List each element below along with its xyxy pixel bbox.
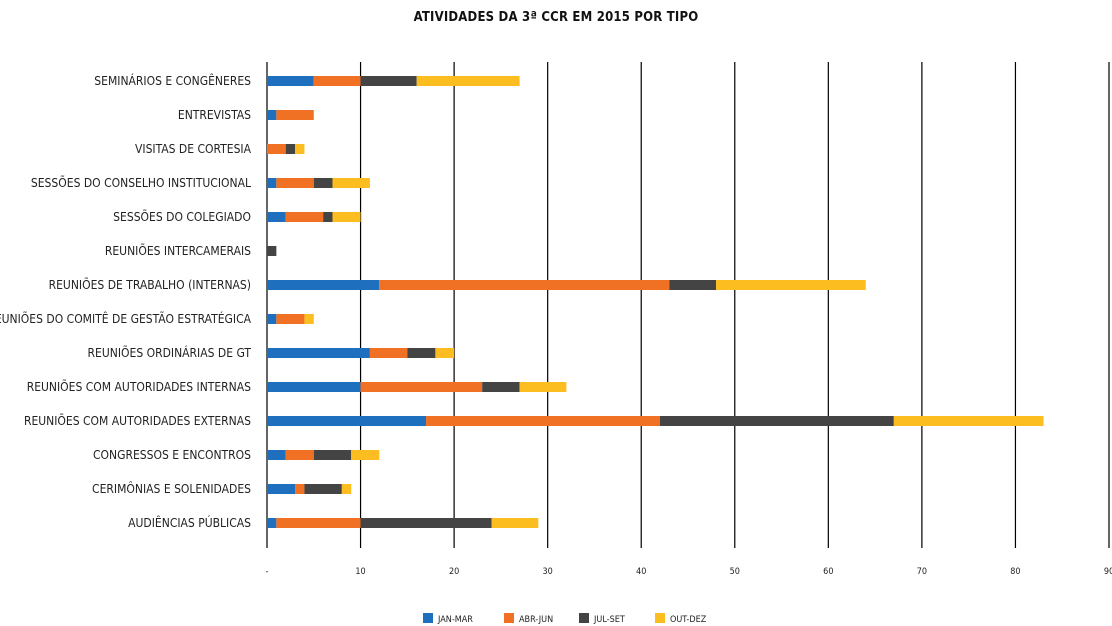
bar-segment [716, 280, 866, 290]
category-label: SESSÕES DO CONSELHO INSTITUCIONAL [31, 175, 251, 190]
bar-segment [669, 280, 717, 290]
legend-swatch [504, 613, 514, 623]
legend-swatch [423, 613, 433, 623]
bar-segment [285, 450, 314, 460]
bar-segment [267, 314, 277, 324]
category-label: REUNIÕES ORDINÁRIAS DE GT [88, 345, 252, 360]
bar-segment [267, 110, 277, 120]
x-tick-label: 10 [355, 567, 365, 577]
legend-swatch [579, 613, 589, 623]
bar-segment [482, 382, 520, 392]
category-label: REUNIÕES COM AUTORIDADES INTERNAS [27, 379, 251, 394]
bar-segment [285, 212, 324, 222]
bar-segment [323, 212, 333, 222]
bars [267, 76, 1044, 528]
x-tick-label: 40 [636, 567, 646, 577]
x-tick-label: 80 [1010, 567, 1020, 577]
bar-segment [893, 416, 1044, 426]
category-label: REUNIÕES DE TRABALHO (INTERNAS) [49, 277, 251, 292]
bar-segment [276, 178, 314, 188]
category-label: VISITAS DE CORTESIA [135, 142, 252, 156]
x-tick-labels: - 10 20 30 40 50 60 70 80 90 [266, 567, 1112, 577]
bar-segment [351, 450, 380, 460]
category-labels: SEMINÁRIOS E CONGÊNERES ENTREVISTAS VISITA… [0, 73, 252, 530]
legend-label: ABR-JUN [519, 615, 553, 625]
x-tick-label: 70 [917, 567, 927, 577]
bar-segment [267, 76, 314, 86]
bar-segment [491, 518, 539, 528]
bar-segment [407, 348, 436, 358]
bar-segment [332, 212, 361, 222]
category-label: AUDIÊNCIAS PÚBLICAS [128, 515, 251, 530]
legend-label: OUT-DEZ [670, 615, 707, 625]
category-label: ENTREVISTAS [178, 108, 251, 122]
bar-segment [267, 280, 380, 290]
bar-segment [285, 144, 296, 154]
x-tick-label: 30 [543, 567, 553, 577]
bar-segment [267, 348, 370, 358]
bar-segment [267, 212, 286, 222]
bar-segment [276, 110, 314, 120]
chart-title: ATIVIDADES DA 3ª CCR EM 2015 POR TIPO [413, 10, 699, 25]
category-label: SESSÕES DO COLEGIADO [113, 209, 251, 224]
x-tick-label: 20 [449, 567, 459, 577]
category-label: SEMINÁRIOS E CONGÊNERES [94, 73, 251, 88]
legend-label: JUL-SET [593, 615, 625, 625]
bar-segment [313, 76, 361, 86]
x-tick-label: - [266, 567, 269, 577]
bar-segment [360, 518, 492, 528]
legend-swatch [655, 613, 665, 623]
bar-segment [267, 144, 286, 154]
grid-lines [266, 62, 1110, 548]
category-label: REUNIÕES DO COMITÊ DE GESTÃO ESTRATÉGICA [0, 311, 252, 326]
bar-segment [659, 416, 894, 426]
bar-segment [276, 314, 305, 324]
x-tick-label: 50 [730, 567, 740, 577]
bar-segment [360, 382, 483, 392]
x-tick-label: 90 [1104, 567, 1112, 577]
bar-segment [267, 484, 296, 494]
bar-segment [304, 314, 314, 324]
bar-segment [426, 416, 660, 426]
bar-segment [267, 246, 277, 256]
bar-segment [360, 76, 417, 86]
bar-segment [313, 450, 352, 460]
bar-segment [304, 484, 342, 494]
category-label: REUNIÕES COM AUTORIDADES EXTERNAS [24, 413, 251, 428]
bar-segment [267, 178, 277, 188]
bar-segment [295, 484, 305, 494]
bar-segment [519, 382, 567, 392]
bar-segment [435, 348, 455, 358]
category-label: REUNIÕES INTERCAMERAIS [105, 243, 251, 258]
bar-segment [341, 484, 352, 494]
bar-segment [379, 280, 670, 290]
bar-segment [332, 178, 370, 188]
bar-segment [267, 518, 277, 528]
legend: JAN-MAR ABR-JUN JUL-SET OUT-DEZ [423, 613, 707, 625]
bar-segment [267, 416, 427, 426]
category-label: CONGRESSOS E ENCONTROS [93, 448, 251, 462]
x-tick-label: 60 [823, 567, 833, 577]
bar-segment [416, 76, 520, 86]
bar-segment [267, 450, 286, 460]
bar-segment [295, 144, 305, 154]
bar-segment [369, 348, 408, 358]
legend-label: JAN-MAR [437, 615, 473, 625]
bar-segment [267, 382, 361, 392]
bar-segment [276, 518, 361, 528]
category-label: CERIMÔNIAS E SOLENIDADES [92, 481, 251, 496]
bar-segment [313, 178, 333, 188]
